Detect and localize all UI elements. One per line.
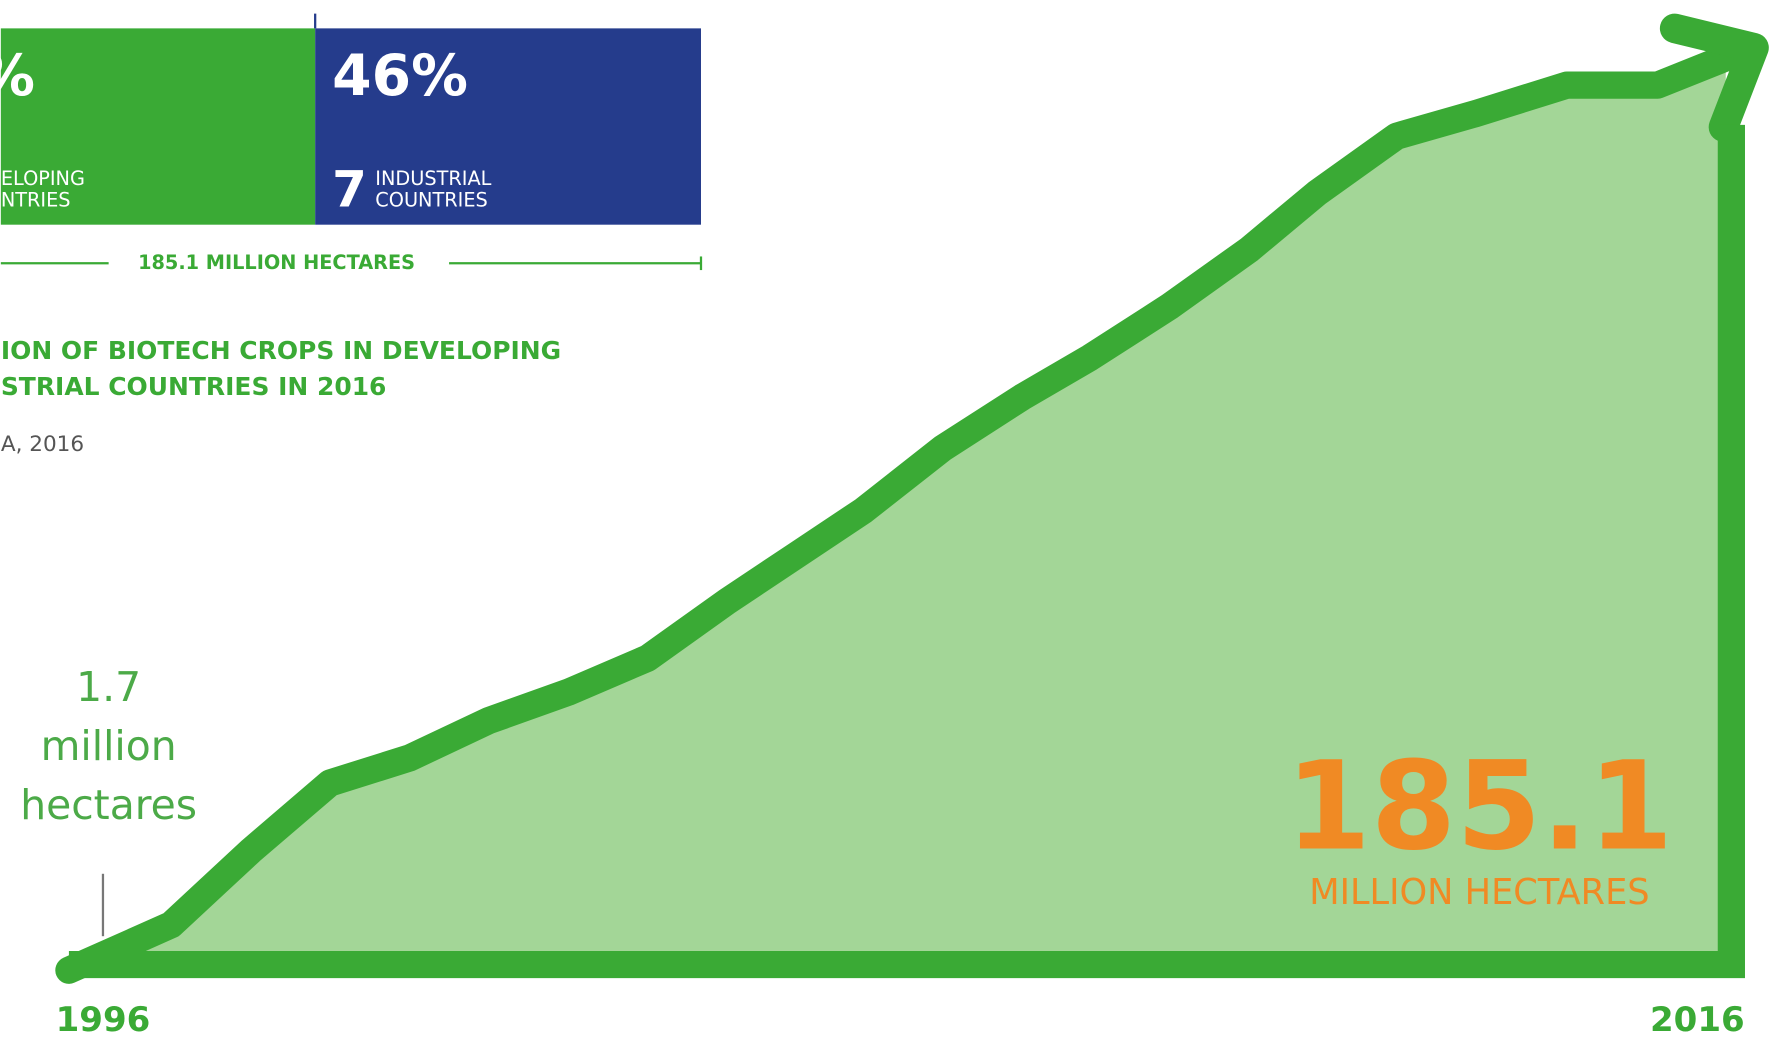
growth-frame [68, 124, 1745, 979]
industrial-label: COUNTRIES [375, 188, 487, 211]
start-value: 1.7 [76, 663, 141, 711]
end-year: 2016 [1650, 1000, 1745, 1040]
growth-line [55, 37, 1757, 984]
developing-label: NTRIES [1, 188, 71, 211]
end-value: 185.1 [1286, 734, 1674, 877]
arrow-head [1659, 13, 1769, 142]
caption-title: STRIAL COUNTRIES IN 2016 [1, 372, 387, 401]
total-label: 185.1 MILLION HECTARES [138, 251, 415, 274]
growth-area [68, 68, 1732, 971]
start-year: 1996 [56, 1000, 151, 1040]
caption-title: ION OF BIOTECH CROPS IN DEVELOPING [1, 336, 561, 365]
industrial-label: INDUSTRIAL [375, 167, 491, 190]
developing-label: ELOPING [1, 167, 85, 190]
start-unit: million [41, 722, 177, 770]
end-unit: MILLION HECTARES [1309, 872, 1649, 913]
caption-source: A, 2016 [1, 432, 84, 457]
industrial-count: 7 [332, 160, 367, 218]
developing-box [0, 28, 316, 225]
developing-percent: % [0, 43, 35, 109]
industrial-box [315, 28, 701, 225]
industrial-percent: 46% [332, 43, 468, 109]
start-unit: hectares [20, 781, 197, 829]
